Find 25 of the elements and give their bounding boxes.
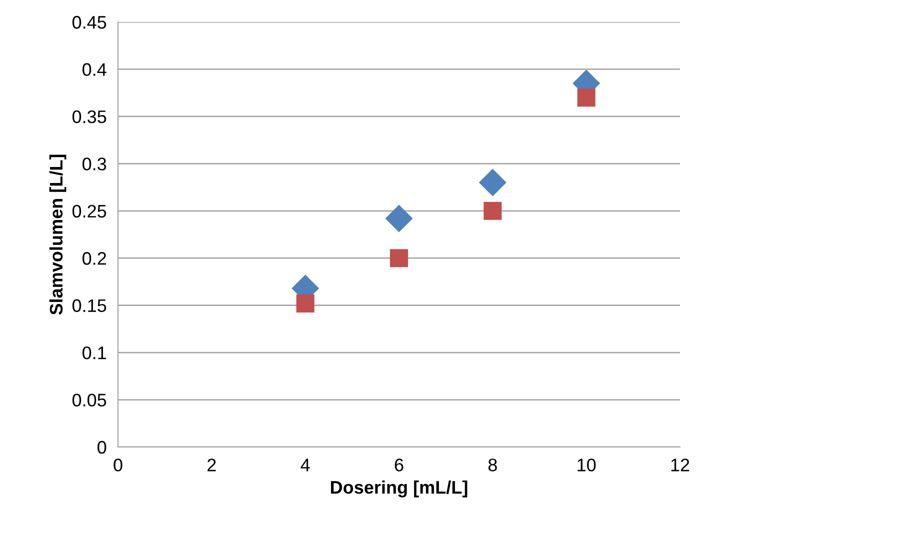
x-axis-title: Dosering [mL/L]	[331, 480, 468, 498]
point	[386, 204, 412, 232]
x-tick-label: 0	[114, 458, 122, 472]
x-tick-label: 12	[671, 458, 690, 472]
x-tick-label: 8	[488, 458, 497, 472]
x-tick-label: 4	[300, 458, 310, 472]
y-tick-label: 0	[98, 440, 106, 454]
point	[484, 202, 502, 220]
y-tick-label: 0.1	[82, 346, 106, 360]
y-tick-label: 0.15	[72, 299, 106, 312]
y-tick-label: 0.4	[82, 63, 106, 76]
y-tick-label: 0.2	[82, 252, 106, 265]
y-tick-label: 0.45	[72, 16, 106, 29]
y-axis-title: Slamvolumen [L/L]	[49, 154, 66, 315]
y-tick-label: 0.3	[82, 158, 106, 170]
y-tick-label: 0.35	[72, 110, 106, 124]
point	[296, 294, 314, 312]
point	[390, 249, 408, 268]
x-tick-label: 6	[394, 458, 404, 472]
y-tick-label: 0.25	[72, 204, 106, 218]
point	[577, 88, 596, 107]
point	[479, 169, 506, 196]
y-tick-label: 0.05	[72, 394, 106, 406]
x-tick-label: 10	[578, 458, 596, 472]
x-tick-label: 2	[208, 458, 216, 472]
